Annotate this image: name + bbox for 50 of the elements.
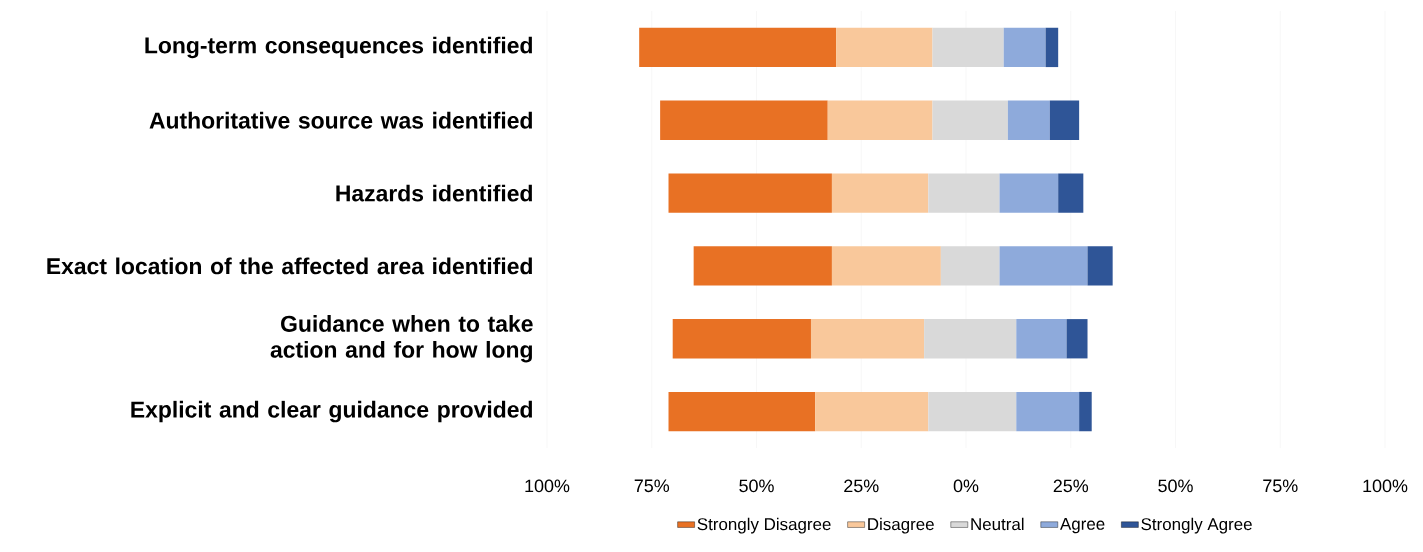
x-tick-label: 0% [953,479,979,493]
legend-label: Strongly Disagree [697,517,831,534]
y-tick-label: Long-term consequences identified [145,36,532,59]
bar [940,246,1000,286]
bar [1016,319,1067,359]
x-tick-label: 50% [1158,479,1193,493]
y-tick-label: Authoritative source was identified [149,111,532,129]
bar [1045,27,1059,68]
bar [932,100,1008,140]
bar [999,173,1059,213]
bar [815,391,929,432]
bar [836,27,933,68]
y-tick-label: Exact location of the affected area identified [47,257,532,275]
bar [1016,391,1080,432]
bar [924,319,1017,359]
bar [928,173,1000,213]
bar [1058,173,1084,213]
bar [999,246,1088,286]
bar [831,173,929,213]
bar [668,391,816,432]
y-tick-label: Hazards identified [336,184,532,202]
bar [672,319,811,359]
bar [668,173,832,213]
x-tick-label: 75% [634,479,670,493]
x-tick-label: 50% [739,479,774,493]
x-tick-label: 25% [844,479,879,493]
y-tick-label: Explicit and clear guidance provided [131,400,532,423]
bar [660,100,828,140]
legend-label: Disagree [868,517,934,534]
x-tick-label: 25% [1053,479,1089,493]
bar [1087,246,1113,286]
bar [1007,100,1050,140]
bar [639,27,837,68]
legend-label: Strongly Agree [1141,517,1252,534]
bar [1049,100,1080,140]
y-tick-label: Guidance when to take action and for how long [270,315,533,363]
bar [831,246,941,286]
bar [693,246,832,286]
x-tick-label: 100% [1363,479,1408,493]
bar [1079,391,1092,432]
legend-label: Agree [1060,518,1105,534]
bar [1066,319,1088,359]
legend-label: Neutral [971,517,1024,531]
bar [1003,27,1046,68]
x-tick-label: 100% [525,479,570,493]
bar [932,27,1004,68]
x-tick-label: 75% [1263,479,1298,493]
bar [928,391,1017,432]
bar [827,100,933,140]
bar [810,319,925,359]
